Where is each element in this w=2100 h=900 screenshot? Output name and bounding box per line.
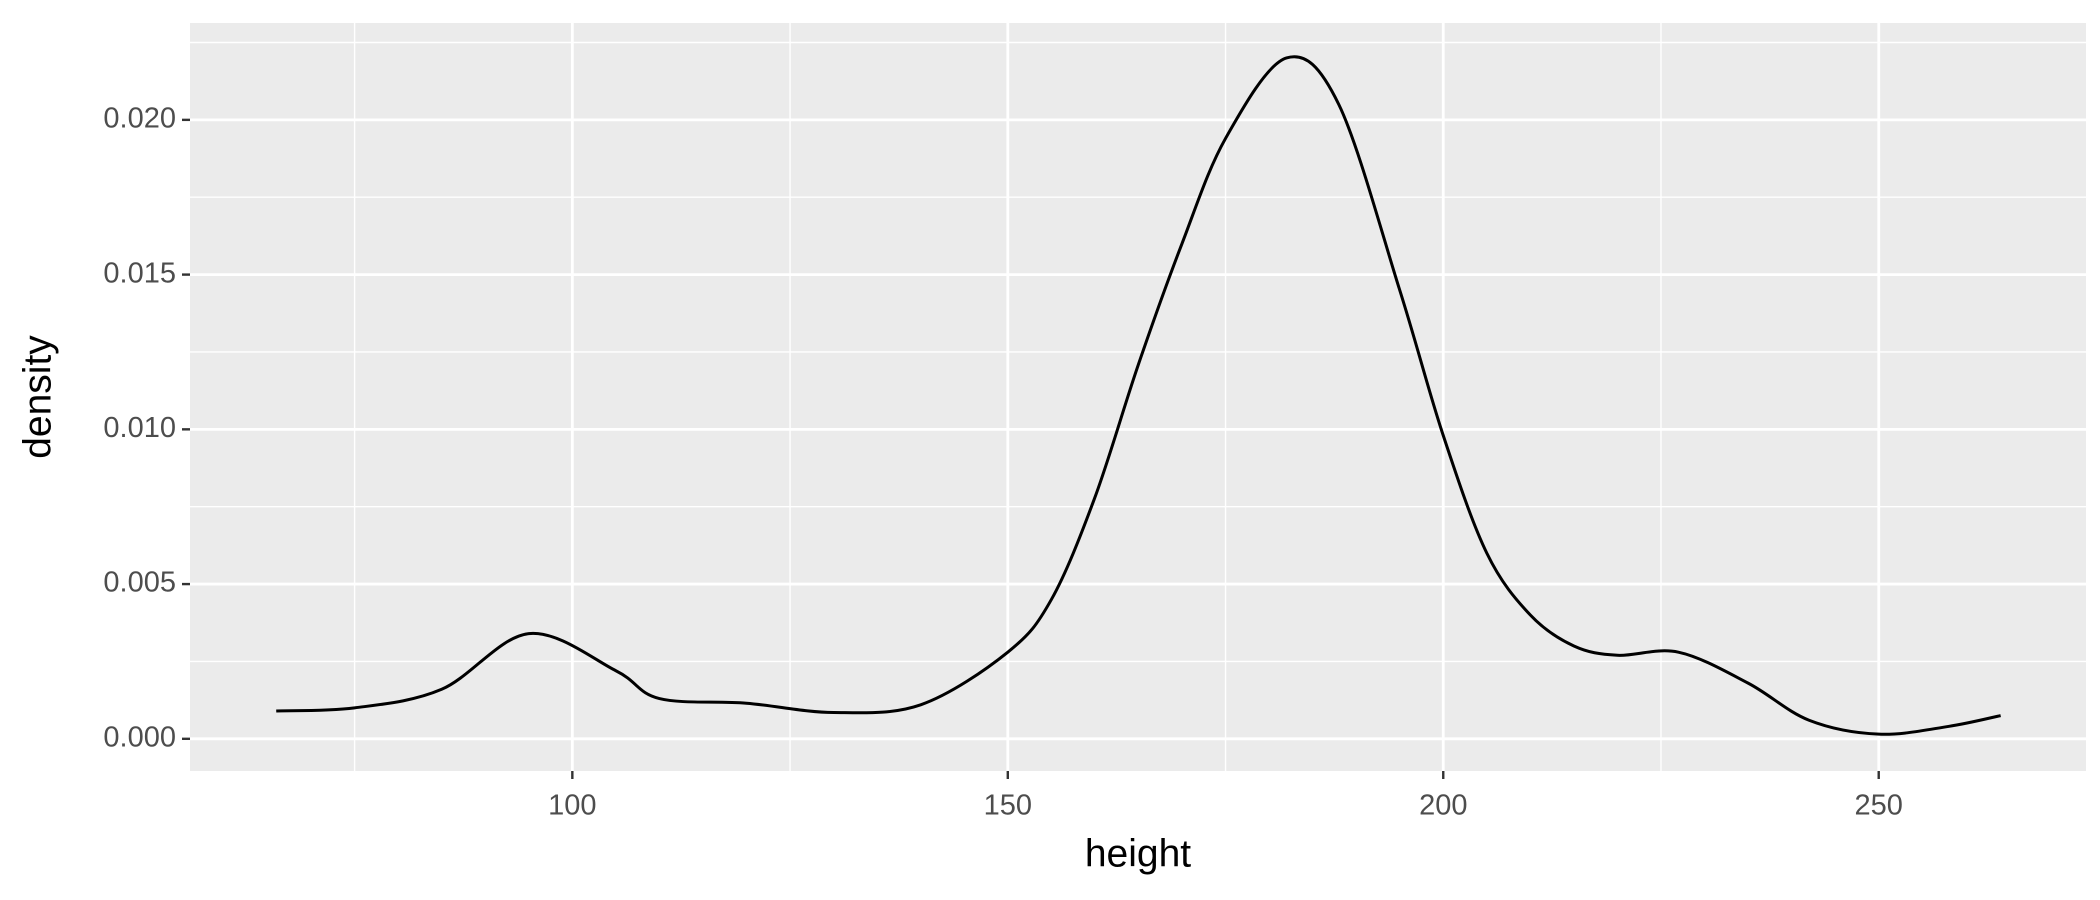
x-tick-label: 250 — [1855, 790, 1903, 822]
x-tick-label: 200 — [1419, 790, 1467, 822]
y-tick-label: 0.005 — [103, 567, 176, 599]
y-tick-label: 0.015 — [103, 257, 176, 289]
panel — [190, 23, 2086, 771]
density-line — [276, 55, 2001, 736]
y-tick-label: 0.010 — [103, 412, 176, 444]
marks — [276, 55, 2001, 736]
x-tick-label: 150 — [984, 790, 1032, 822]
grid — [190, 23, 2086, 771]
y-axis-title: density — [16, 335, 59, 459]
y-tick-label: 0.020 — [103, 103, 176, 135]
y-tick-label: 0.000 — [103, 721, 176, 753]
x-tick-label: 100 — [548, 790, 596, 822]
x-axis-title: height — [1085, 832, 1191, 875]
